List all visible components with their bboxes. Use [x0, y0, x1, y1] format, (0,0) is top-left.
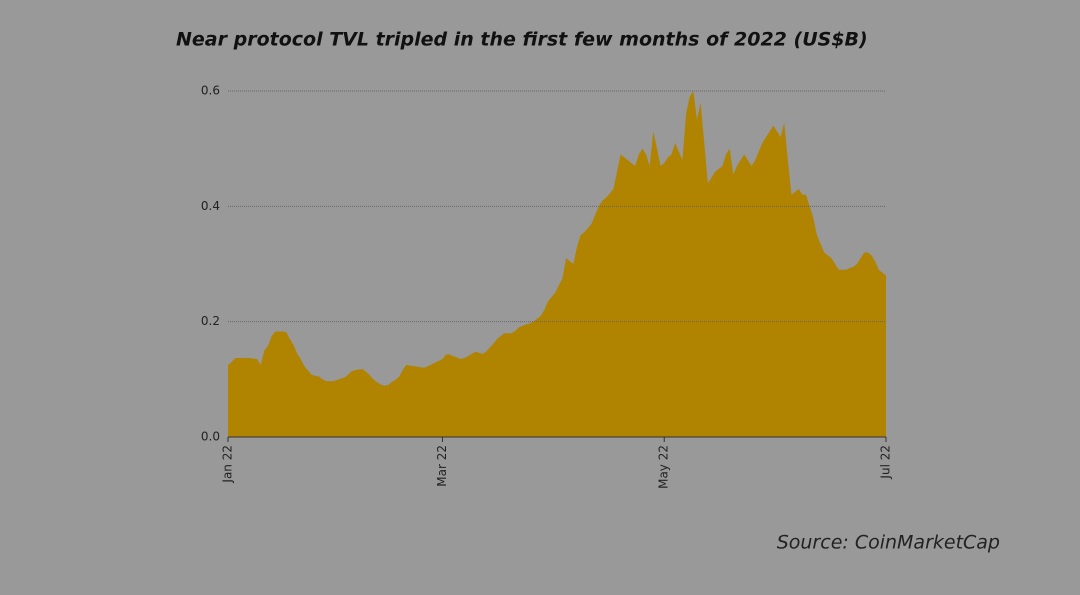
- chart-title: Near protocol TVL tripled in the first f…: [176, 29, 868, 51]
- y-tick-label: 0.4: [201, 199, 220, 213]
- x-tick-label: Mar 22: [435, 445, 449, 487]
- y-tick-label: 0.0: [201, 430, 220, 444]
- area: [228, 91, 886, 437]
- x-tick-label: Jul 22: [879, 445, 893, 480]
- y-tick-label: 0.2: [201, 314, 220, 328]
- x-tick-label: May 22: [657, 445, 671, 489]
- source-note: Source: CoinMarketCap: [777, 532, 1000, 554]
- x-tick-label: Jan 22: [221, 445, 235, 484]
- y-tick-label: 0.6: [201, 84, 220, 98]
